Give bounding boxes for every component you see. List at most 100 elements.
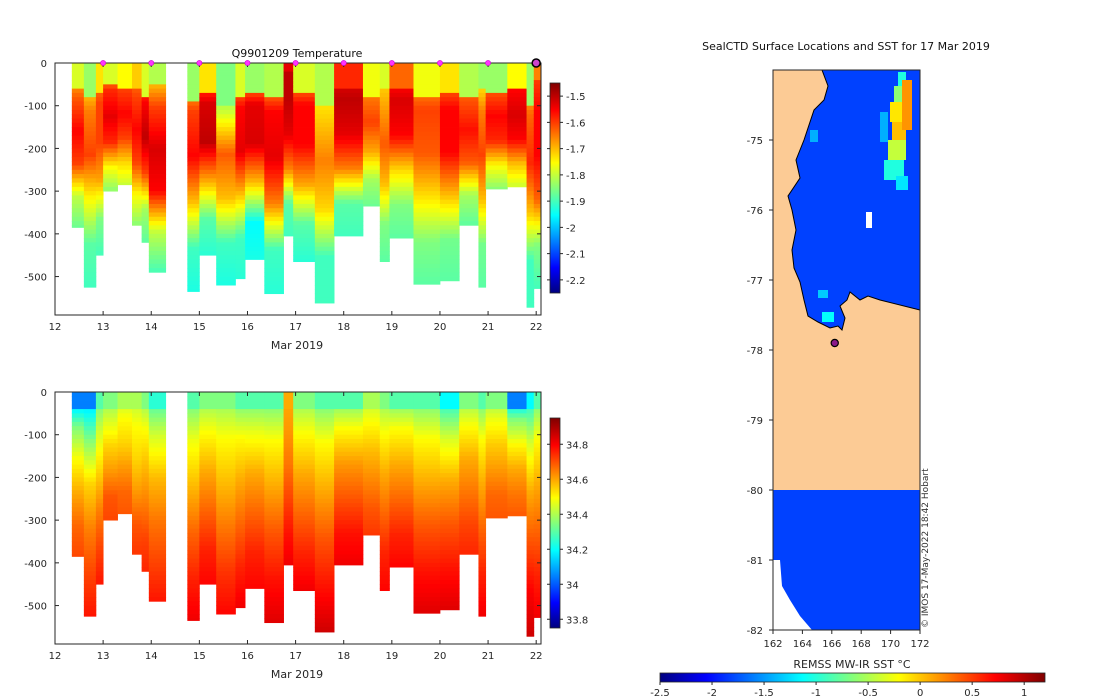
heatmap-cell: [439, 152, 460, 158]
heatmap-cell: [103, 503, 118, 508]
heatmap-cell: [216, 438, 236, 444]
heatmap-cell: [507, 67, 527, 72]
heatmap-cell: [83, 430, 97, 436]
heatmap-cell: [478, 203, 487, 209]
heatmap-cell: [71, 464, 85, 470]
heatmap-cell: [533, 567, 541, 572]
heatmap-cell: [187, 528, 200, 534]
heatmap-cell: [187, 490, 200, 495]
heatmap-cell: [334, 515, 364, 521]
heatmap-cell: [95, 567, 104, 572]
heatmap-cell: [103, 417, 118, 423]
heatmap-cell: [216, 221, 236, 226]
heatmap-cell: [413, 127, 441, 132]
heatmap-cell: [83, 541, 97, 547]
heatmap-cell: [478, 392, 487, 397]
heatmap-cell: [507, 511, 527, 517]
heatmap-cell: [439, 195, 460, 201]
heatmap-cell: [141, 400, 150, 406]
heatmap-cell: [478, 88, 487, 94]
heatmap-cell: [334, 409, 364, 414]
heatmap-cell: [216, 524, 236, 530]
heatmap-cell: [199, 165, 217, 171]
heatmap-cell: [478, 276, 487, 282]
heatmap-cell: [117, 460, 133, 466]
heatmap-cell: [199, 456, 217, 461]
heatmap-cell: [485, 118, 508, 124]
heatmap-cell: [131, 532, 143, 538]
heatmap-cell: [187, 169, 200, 175]
heatmap-cell: [478, 84, 487, 90]
x-tick-label: 19: [385, 322, 398, 333]
heatmap-cell: [314, 468, 335, 474]
heatmap-cell: [459, 396, 479, 401]
heatmap-cell: [507, 148, 527, 154]
heatmap-cell: [459, 503, 479, 508]
heatmap-cell: [283, 229, 294, 235]
heatmap-cell: [148, 148, 167, 154]
heatmap-cell: [533, 545, 541, 551]
heatmap-cell: [216, 545, 236, 551]
heatmap-cell: [334, 498, 364, 504]
heatmap-cell: [71, 152, 85, 158]
heatmap-cell: [216, 485, 236, 491]
heatmap-cell: [235, 430, 246, 436]
heatmap-cell: [413, 135, 441, 141]
heatmap-cell: [526, 221, 535, 226]
heatmap-cell: [389, 554, 414, 559]
heatmap-cell: [245, 71, 265, 77]
heatmap-cell: [283, 178, 294, 183]
heatmap-cell: [235, 473, 246, 478]
heatmap-cell: [413, 216, 441, 222]
heatmap-cell: [148, 92, 167, 98]
heatmap-cell: [141, 481, 150, 487]
heatmap-cell: [379, 250, 390, 256]
heatmap-cell: [216, 554, 236, 559]
heatmap-cell: [117, 101, 133, 107]
heatmap-cell: [362, 421, 381, 427]
heatmap-cell: [148, 443, 167, 448]
heatmap-cell: [314, 438, 335, 444]
heatmap-cell: [485, 156, 508, 162]
map-y-tick-label: -82: [747, 626, 763, 637]
heatmap-cell: [389, 550, 414, 555]
heatmap-cell: [293, 558, 316, 564]
colorbar-tick-label: 34.8: [566, 440, 588, 451]
heatmap-cell: [245, 473, 265, 478]
heatmap-cell: [95, 541, 104, 547]
heatmap-cell: [379, 490, 390, 495]
heatmap-cell: [71, 114, 85, 119]
heatmap-cell: [314, 430, 335, 436]
heatmap-cell: [379, 186, 390, 192]
heatmap-cell: [95, 135, 104, 141]
heatmap-cell: [187, 554, 200, 559]
heatmap-cell: [526, 511, 535, 517]
heatmap-cell: [389, 400, 414, 406]
heatmap-cell: [199, 131, 217, 137]
heatmap-cell: [533, 447, 541, 453]
heatmap-cell: [131, 404, 143, 410]
heatmap-cell: [413, 503, 441, 508]
heatmap-cell: [379, 259, 390, 263]
heatmap-cell: [216, 84, 236, 90]
heatmap-cell: [314, 400, 335, 406]
heatmap-cell: [334, 174, 364, 179]
heatmap-cell: [148, 165, 167, 171]
heatmap-cell: [148, 550, 167, 555]
heatmap-cell: [314, 421, 335, 427]
heatmap-cell: [199, 404, 217, 410]
heatmap-cell: [293, 400, 316, 406]
heatmap-cell: [245, 507, 265, 512]
heatmap-cell: [526, 464, 535, 470]
heatmap-cell: [439, 515, 460, 521]
heatmap-cell: [141, 238, 150, 243]
heatmap-cell: [507, 477, 527, 483]
salinity-colorbar: [549, 417, 561, 629]
heatmap-cell: [293, 584, 316, 589]
heatmap-cell: [379, 182, 390, 188]
heatmap-cell: [439, 421, 460, 427]
heatmap-cell: [478, 152, 487, 158]
heatmap-cell: [379, 541, 390, 547]
heatmap-cell: [439, 216, 460, 222]
heatmap-cell: [413, 161, 441, 166]
